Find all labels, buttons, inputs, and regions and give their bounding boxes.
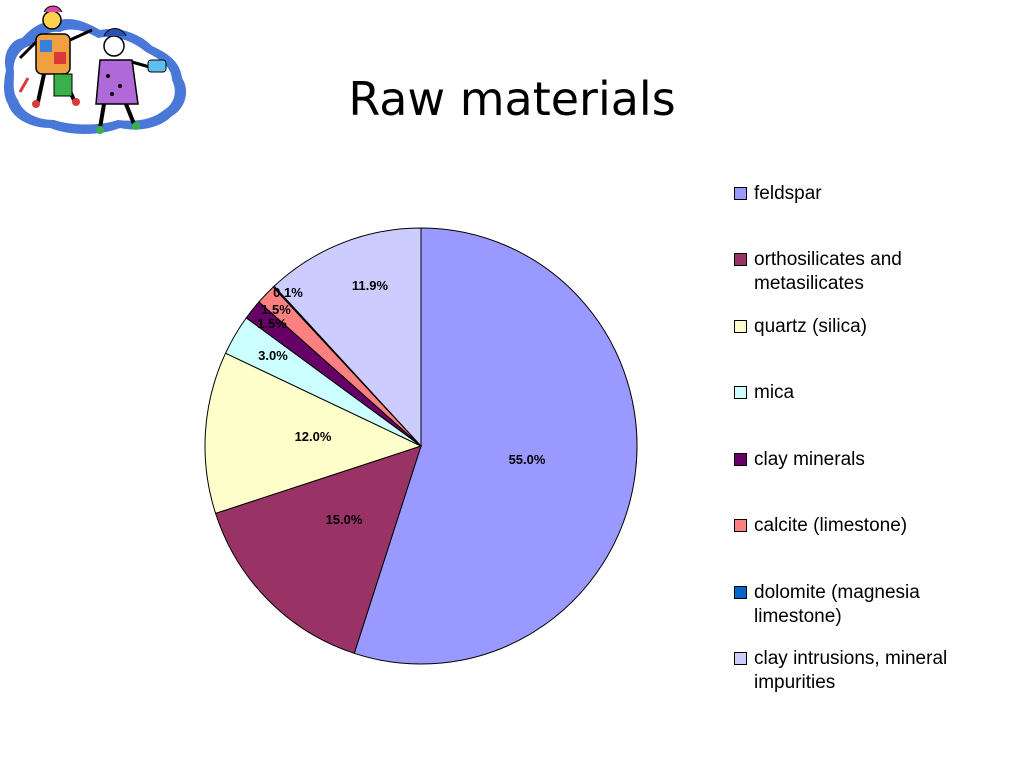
legend-swatch-clay-intrusions-mineral-impurities [734,652,747,665]
legend-label-dolomite-magnesia-limestone: dolomite (magnesia limestone) [754,582,920,627]
legend-item-mica: mica [734,381,964,405]
legend-item-calcite-limestone: calcite (limestone) [734,514,964,538]
legend-swatch-dolomite-magnesia-limestone [734,586,747,599]
pie-slice-quartz-silica [204,352,423,515]
legend-label-feldspar: feldspar [754,183,822,204]
legend-label-quartz-silica: quartz (silica) [754,316,867,337]
legend-label-clay-minerals: clay minerals [754,449,865,470]
legend-item-clay-intrusions-mineral-impurities: clay intrusions, mineral impurities [734,647,964,695]
legend-swatch-orthosilicates-and-metasilicates [734,253,747,266]
pie-label-clay-minerals: 1.5% [257,316,287,331]
legend-label-orthosilicates-and-metasilicates: orthosilicates and metasilicates [754,249,902,294]
legend-swatch-quartz-silica [734,320,747,333]
legend-label-clay-intrusions-mineral-impurities: clay intrusions, mineral impurities [754,648,948,693]
legend-item-quartz-silica: quartz (silica) [734,315,964,339]
legend-swatch-clay-minerals [734,453,747,466]
dancing-figures-clipart-icon [4,5,187,135]
pie-label-dolomite-magnesia-limestone: 0.1% [273,285,303,300]
pie-label-feldspar: 55.0% [509,452,546,467]
legend-item-orthosilicates-and-metasilicates: orthosilicates and metasilicates [734,248,964,296]
pie-slice-clay-intrusions-mineral-impurities [273,227,422,448]
pie-label-mica: 3.0% [258,348,288,363]
legend-item-feldspar: feldspar [734,182,964,206]
pie-label-orthosilicates-and-metasilicates: 15.0% [326,512,363,527]
pie-label-clay-intrusions-mineral-impurities: 11.9% [352,278,389,293]
legend-swatch-feldspar [734,187,747,200]
pie-label-quartz-silica: 12.0% [295,429,332,444]
legend-item-dolomite-magnesia-limestone: dolomite (magnesia limestone) [734,581,964,629]
slide-title: Raw materials [348,72,676,126]
legend-item-clay-minerals: clay minerals [734,448,964,472]
pie-slice-orthosilicates-and-metasilicates [214,445,422,654]
pie-label-calcite-limestone: 1.5% [261,302,291,317]
legend-label-calcite-limestone: calcite (limestone) [754,515,908,536]
legend-swatch-calcite-limestone [734,519,747,532]
pie-slice-feldspar [353,227,638,665]
legend-label-mica: mica [754,382,795,403]
legend-swatch-mica [734,386,747,399]
